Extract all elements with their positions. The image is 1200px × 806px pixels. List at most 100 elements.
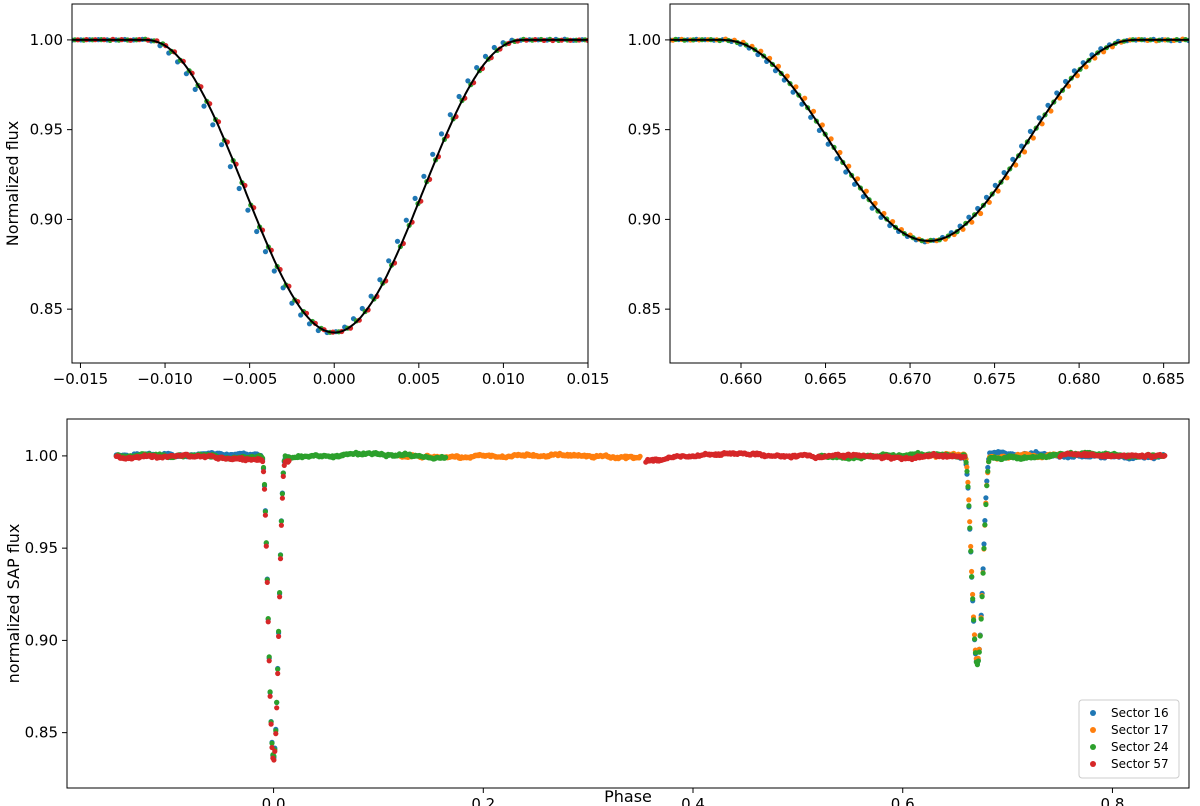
data-point	[277, 556, 284, 562]
data-point	[279, 495, 285, 501]
data-point	[245, 207, 251, 213]
data-point	[637, 453, 643, 459]
y-tick-label: 0.95	[628, 121, 661, 139]
legend-label: Sector 57	[1111, 757, 1169, 771]
data-point	[267, 689, 273, 695]
data-point	[983, 495, 989, 501]
data-point	[976, 649, 982, 655]
data-point	[802, 95, 808, 101]
data-point	[985, 464, 991, 471]
data-point	[969, 568, 975, 575]
data-point	[1048, 108, 1054, 114]
y-tick-label: 1.00	[25, 447, 58, 465]
data-point	[192, 86, 198, 92]
data-point	[983, 501, 989, 508]
x-tick-label: 0.015	[567, 370, 610, 388]
data-point	[964, 468, 970, 474]
x-tick-label: 0.2	[471, 795, 495, 806]
data-point	[262, 249, 269, 255]
x-axis-label: Phase	[604, 787, 652, 806]
x-tick-label: 0.675	[973, 370, 1016, 388]
x-tick-label: −0.010	[137, 370, 193, 388]
data-point	[965, 479, 971, 485]
x-tick-label: −0.005	[222, 370, 278, 388]
data-point	[262, 512, 268, 518]
data-point	[1030, 135, 1036, 141]
data-point	[268, 721, 274, 727]
data-point	[966, 497, 972, 503]
series-sector-16	[72, 36, 585, 336]
data-point	[967, 519, 973, 525]
data-point	[263, 543, 269, 549]
data-point	[971, 632, 978, 638]
axes-frame	[71, 3, 589, 364]
data-point	[260, 469, 267, 475]
data-point	[465, 78, 471, 84]
legend-box	[1078, 699, 1180, 779]
data-point	[276, 633, 282, 640]
data-point	[430, 151, 436, 157]
y-tick-label: 0.90	[30, 210, 63, 228]
data-point	[272, 748, 278, 755]
x-tick-label: 0.4	[681, 795, 705, 806]
data-point	[274, 699, 280, 706]
data-point	[261, 481, 268, 488]
legend-marker	[1090, 710, 1096, 716]
data-point	[967, 525, 973, 531]
x-tick-label: 0.685	[1142, 370, 1185, 388]
data-point	[968, 543, 974, 550]
data-point	[286, 458, 292, 464]
model-curve	[72, 38, 588, 334]
data-point	[275, 666, 281, 672]
series-sector-17	[396, 450, 1062, 664]
y-tick-label: 0.95	[30, 121, 63, 139]
series-sector-57	[113, 450, 1168, 763]
data-point	[981, 545, 987, 552]
x-tick-label: 0.665	[804, 370, 847, 388]
data-point	[984, 483, 990, 489]
data-point	[1162, 453, 1168, 459]
legend-label: Sector 17	[1111, 723, 1169, 737]
data-point	[298, 312, 304, 318]
data-point	[271, 757, 277, 763]
data-point	[975, 658, 981, 664]
data-point	[982, 518, 988, 524]
data-point	[979, 594, 985, 600]
data-point	[978, 210, 984, 217]
data-point	[277, 552, 284, 558]
data-point	[236, 185, 242, 192]
data-point	[219, 142, 225, 148]
x-tick-label: −0.015	[53, 370, 109, 388]
data-point	[269, 740, 275, 746]
plot-area	[113, 449, 1168, 763]
data-point	[971, 617, 977, 623]
data-point	[277, 594, 283, 600]
data-point	[843, 169, 849, 175]
data-point	[386, 258, 392, 264]
data-point	[1010, 156, 1016, 162]
series-sector-16	[113, 449, 1167, 761]
data-point	[968, 548, 974, 554]
legend-marker	[1090, 744, 1096, 750]
y-tick-label: 0.95	[25, 539, 58, 557]
data-point	[972, 636, 978, 642]
series-sector-17	[670, 36, 1186, 244]
data-point	[254, 228, 260, 235]
y-tick-label: 1.00	[628, 31, 661, 49]
y-tick-label: 0.85	[628, 300, 661, 318]
top-right-panel: 0.660 0.665 0.670 0.675 0.680 0.685 0.85 0.90 0.…	[628, 3, 1190, 388]
data-point	[275, 670, 281, 677]
data-point	[377, 277, 383, 283]
plot-area	[72, 36, 588, 336]
series-sector-24	[113, 449, 1167, 759]
series-sector-24	[673, 36, 1189, 244]
x-tick-label: 0.8	[1101, 795, 1125, 806]
y-tick-label: 1.00	[30, 31, 63, 49]
data-point	[447, 112, 453, 118]
data-point	[1036, 115, 1042, 121]
data-point	[977, 633, 983, 639]
axes-frame	[66, 418, 1190, 789]
y-axis-label: normalized SAP flux	[4, 524, 23, 684]
data-point	[278, 522, 284, 528]
